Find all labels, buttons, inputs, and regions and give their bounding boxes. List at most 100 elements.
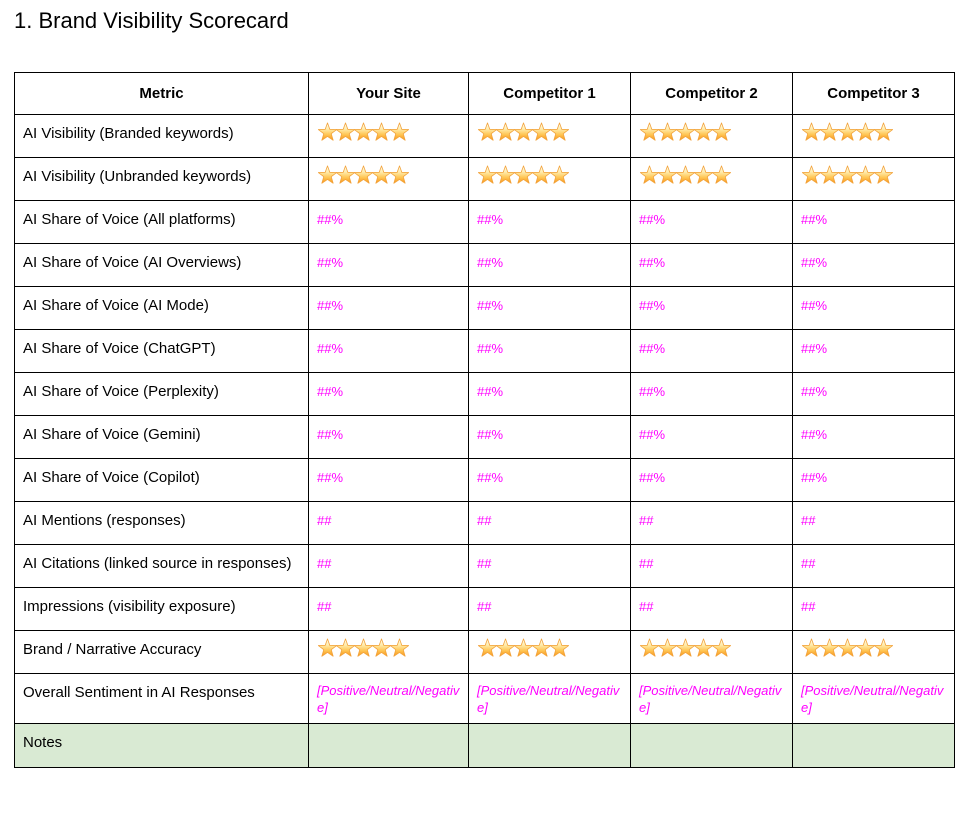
value-placeholder: ##% xyxy=(477,384,504,400)
value-cell[interactable]: ##% xyxy=(308,329,469,374)
value-cell[interactable]: ## xyxy=(308,544,469,589)
value-cell[interactable] xyxy=(792,114,955,159)
metric-cell[interactable]: Brand / Narrative Accuracy xyxy=(14,630,309,675)
value-cell[interactable]: ## xyxy=(468,501,631,546)
value-cell[interactable]: ## xyxy=(792,587,955,632)
value-cell[interactable]: ##% xyxy=(308,200,469,245)
value-cell[interactable]: ## xyxy=(792,501,955,546)
value-cell[interactable] xyxy=(630,114,793,159)
value-cell[interactable] xyxy=(308,630,469,675)
metric-cell[interactable]: AI Share of Voice (All platforms) xyxy=(14,200,309,245)
value-cell[interactable] xyxy=(792,157,955,202)
column-header-competitor-2[interactable]: Competitor 2 xyxy=(630,72,793,116)
value-cell[interactable]: ## xyxy=(792,544,955,589)
value-cell[interactable] xyxy=(630,157,793,202)
value-cell[interactable]: ##% xyxy=(630,243,793,288)
value-cell[interactable]: [Positive/Neutral/Negative] xyxy=(792,673,955,725)
value-cell[interactable]: ## xyxy=(630,501,793,546)
value-cell[interactable]: ## xyxy=(468,587,631,632)
value-cell[interactable]: ##% xyxy=(468,200,631,245)
value-placeholder: ##% xyxy=(317,470,344,486)
table-row: AI Mentions (responses) ## ## ## ## xyxy=(14,501,955,546)
value-cell[interactable] xyxy=(468,114,631,159)
table-row: AI Share of Voice (Copilot) ##% ##% ##% ##% xyxy=(14,458,955,503)
value-cell[interactable]: ##% xyxy=(792,286,955,331)
value-cell[interactable]: ##% xyxy=(792,200,955,245)
metric-cell[interactable]: AI Citations (linked source in responses… xyxy=(14,544,309,589)
value-cell[interactable]: [Positive/Neutral/Negative] xyxy=(468,673,631,725)
value-cell[interactable]: ## xyxy=(630,587,793,632)
star-icon xyxy=(549,122,570,142)
value-cell[interactable]: ##% xyxy=(792,329,955,374)
table-row: AI Citations (linked source in responses… xyxy=(14,544,955,589)
value-placeholder: ##% xyxy=(639,470,666,486)
value-cell[interactable] xyxy=(630,630,793,675)
star-rating xyxy=(801,122,894,143)
star-icon xyxy=(549,165,570,185)
value-cell[interactable]: [Positive/Neutral/Negative] xyxy=(630,673,793,725)
value-cell[interactable]: ##% xyxy=(308,415,469,460)
metric-cell[interactable]: AI Share of Voice (Copilot) xyxy=(14,458,309,503)
metric-cell[interactable]: AI Visibility (Unbranded keywords) xyxy=(14,157,309,202)
star-icon xyxy=(549,638,570,658)
value-cell[interactable]: ##% xyxy=(308,372,469,417)
value-cell[interactable] xyxy=(468,630,631,675)
star-rating xyxy=(477,165,570,186)
value-placeholder: ##% xyxy=(477,298,504,314)
value-cell[interactable]: ##% xyxy=(468,243,631,288)
value-cell[interactable]: ##% xyxy=(468,415,631,460)
value-cell[interactable]: ##% xyxy=(792,415,955,460)
value-cell[interactable] xyxy=(792,630,955,675)
value-cell[interactable]: ##% xyxy=(308,286,469,331)
value-cell[interactable]: ##% xyxy=(630,286,793,331)
value-cell[interactable]: ##% xyxy=(630,329,793,374)
value-cell[interactable]: ##% xyxy=(630,200,793,245)
column-header-metric[interactable]: Metric xyxy=(14,72,309,116)
value-cell[interactable]: ##% xyxy=(308,243,469,288)
value-placeholder: ##% xyxy=(477,470,504,486)
column-header-competitor-3[interactable]: Competitor 3 xyxy=(792,72,955,116)
metric-cell[interactable]: AI Share of Voice (ChatGPT) xyxy=(14,329,309,374)
value-cell[interactable]: ##% xyxy=(630,415,793,460)
metric-cell[interactable]: AI Share of Voice (AI Mode) xyxy=(14,286,309,331)
value-cell[interactable] xyxy=(468,723,631,769)
metric-cell[interactable]: Overall Sentiment in AI Responses xyxy=(14,673,309,725)
value-cell[interactable]: ##% xyxy=(468,329,631,374)
star-rating xyxy=(317,122,410,143)
column-header-your-site[interactable]: Your Site xyxy=(308,72,469,116)
metric-cell[interactable]: AI Mentions (responses) xyxy=(14,501,309,546)
value-cell[interactable]: ##% xyxy=(792,372,955,417)
value-cell[interactable]: ##% xyxy=(468,286,631,331)
value-cell[interactable]: ##% xyxy=(630,372,793,417)
value-placeholder: ##% xyxy=(801,298,828,314)
table-body: AI Visibility (Branded keywords) AI Visib… xyxy=(14,114,955,769)
value-cell[interactable]: ##% xyxy=(792,458,955,503)
star-icon xyxy=(711,122,732,142)
value-cell[interactable]: ##% xyxy=(468,372,631,417)
metric-cell[interactable]: AI Share of Voice (Perplexity) xyxy=(14,372,309,417)
value-cell[interactable] xyxy=(308,723,469,769)
value-cell[interactable]: ##% xyxy=(792,243,955,288)
page-title: 1. Brand Visibility Scorecard xyxy=(14,8,289,33)
value-cell[interactable]: ## xyxy=(468,544,631,589)
metric-cell[interactable]: AI Share of Voice (Gemini) xyxy=(14,415,309,460)
value-cell[interactable]: [Positive/Neutral/Negative] xyxy=(308,673,469,725)
value-cell[interactable] xyxy=(308,114,469,159)
value-cell[interactable]: ##% xyxy=(308,458,469,503)
value-cell[interactable]: ## xyxy=(308,501,469,546)
value-cell[interactable] xyxy=(630,723,793,769)
star-rating xyxy=(477,122,570,143)
value-cell[interactable]: ##% xyxy=(468,458,631,503)
value-cell[interactable] xyxy=(468,157,631,202)
value-cell[interactable] xyxy=(308,157,469,202)
value-cell[interactable]: ## xyxy=(630,544,793,589)
column-header-competitor-1[interactable]: Competitor 1 xyxy=(468,72,631,116)
metric-cell[interactable]: AI Visibility (Branded keywords) xyxy=(14,114,309,159)
metric-cell[interactable]: Impressions (visibility exposure) xyxy=(14,587,309,632)
metric-cell[interactable]: Notes xyxy=(14,723,309,769)
value-cell[interactable]: ## xyxy=(308,587,469,632)
value-cell[interactable] xyxy=(792,723,955,769)
metric-cell[interactable]: AI Share of Voice (AI Overviews) xyxy=(14,243,309,288)
value-cell[interactable]: ##% xyxy=(630,458,793,503)
